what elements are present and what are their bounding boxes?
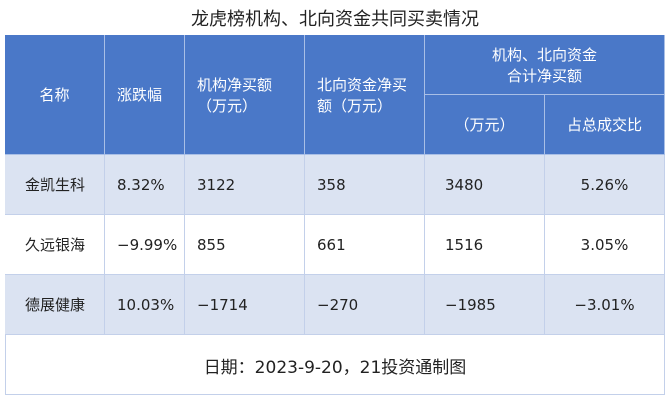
table-cell: 8.32% bbox=[105, 155, 185, 215]
table-cell: 5.26% bbox=[545, 155, 665, 215]
footer: 日期：2023-9-20，21投资通制图 bbox=[203, 357, 467, 378]
table-cell: 3122 bbox=[185, 155, 305, 215]
title: 龙虎榜机构、北向资金共同买卖情况 bbox=[191, 8, 479, 30]
table-cell: −270 bbox=[305, 275, 425, 335]
table-cell: 1516 bbox=[425, 215, 545, 275]
table-cell: 久远银海 bbox=[5, 215, 105, 275]
header-cell: （万元） bbox=[425, 95, 545, 155]
table-cell: 358 bbox=[305, 155, 425, 215]
table-cell: 661 bbox=[305, 215, 425, 275]
header-cell: 名称 bbox=[5, 35, 105, 155]
header-cell: 北向资金净买 额（万元） bbox=[305, 35, 425, 155]
table-cell: 德展健康 bbox=[5, 275, 105, 335]
table-cell: −3.01% bbox=[545, 275, 665, 335]
table-cell: −9.99% bbox=[105, 215, 185, 275]
header-cell: 占总成交比 bbox=[545, 95, 665, 155]
header-cell: 涨跌幅 bbox=[105, 35, 185, 155]
header-group: 机构、北向资金 合计净买额 bbox=[425, 35, 665, 95]
table-cell: 3480 bbox=[425, 155, 545, 215]
table-cell: 10.03% bbox=[105, 275, 185, 335]
table-cell: 3.05% bbox=[545, 215, 665, 275]
table-cell: 金凯生科 bbox=[5, 155, 105, 215]
header-cell: 机构净买额 （万元） bbox=[185, 35, 305, 155]
table-cell: −1714 bbox=[185, 275, 305, 335]
table-cell: 855 bbox=[185, 215, 305, 275]
table-cell: −1985 bbox=[425, 275, 545, 335]
